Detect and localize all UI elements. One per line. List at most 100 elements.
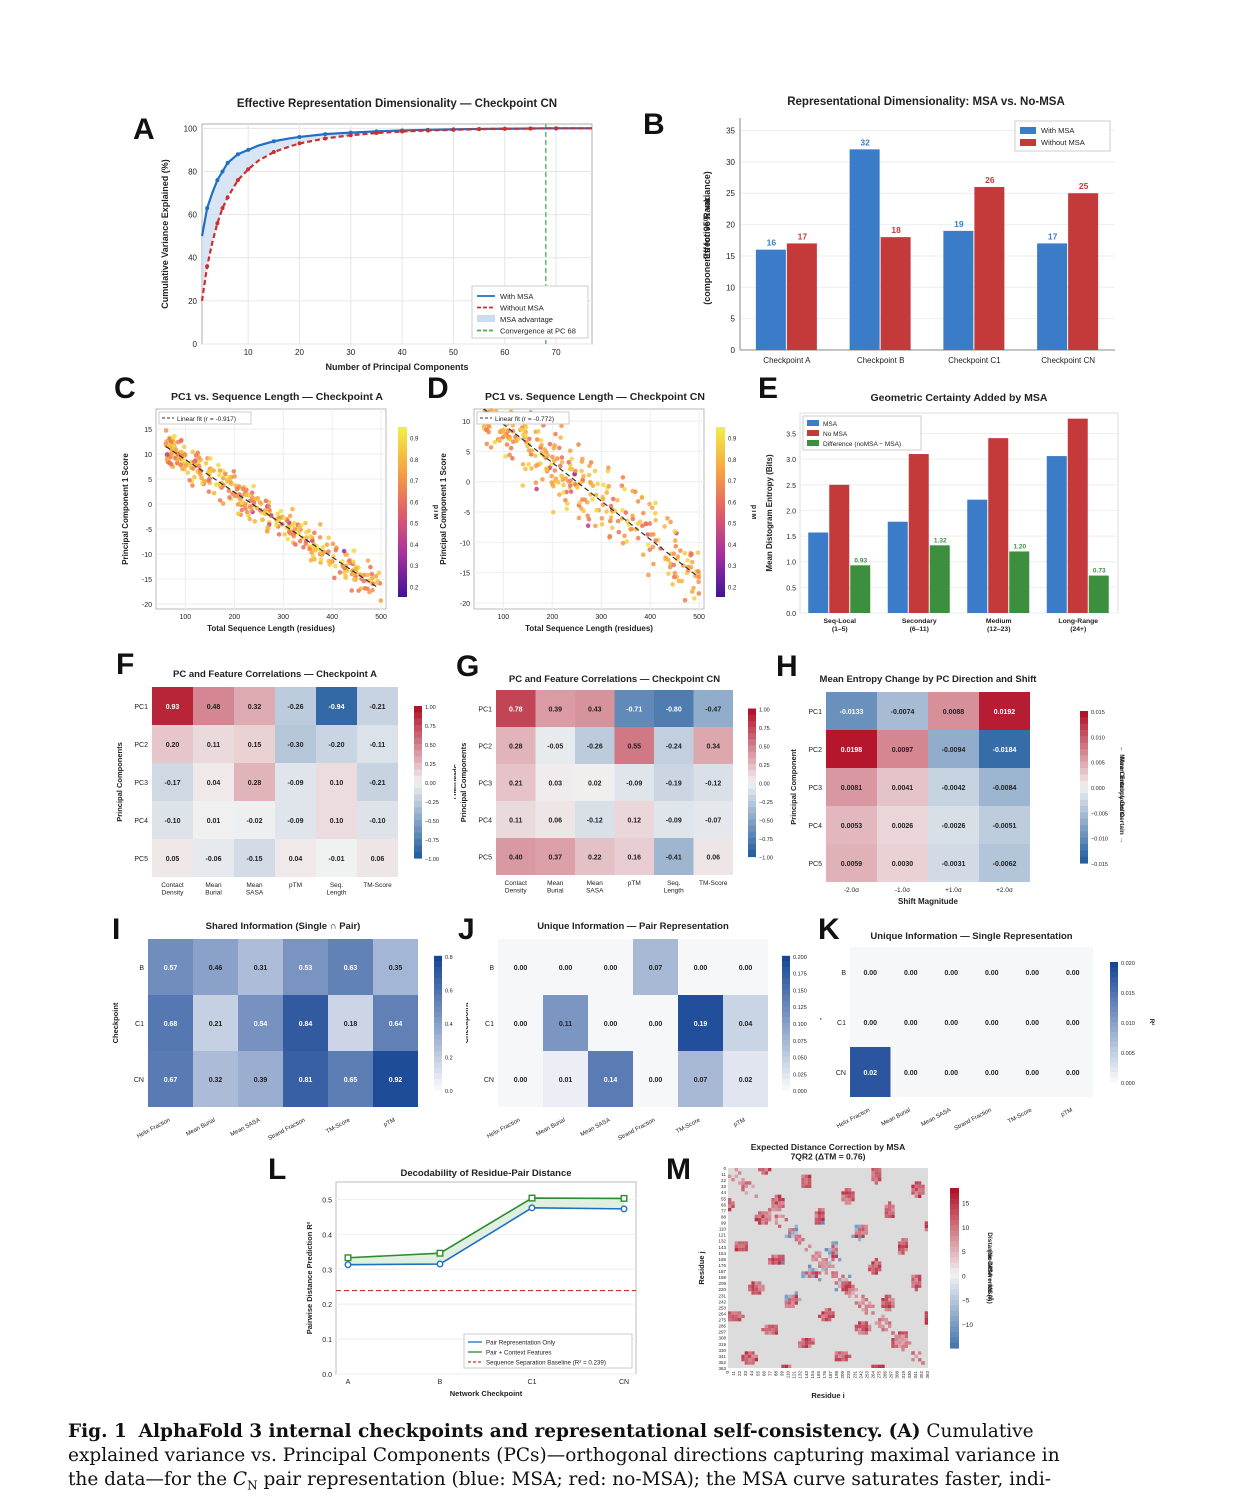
column-label: Seq.: [667, 880, 681, 887]
scatter-point: [569, 456, 574, 462]
legend-label: MSA advantage: [500, 315, 553, 324]
heatmap-cell: [496, 764, 536, 801]
cell-value-label: 0.28: [248, 780, 262, 787]
map-cell: [858, 1238, 862, 1242]
colorbar-tick: 0.6: [410, 500, 419, 506]
map-cell: [828, 1311, 832, 1315]
map-cell: [891, 1301, 895, 1305]
colorbar-segment: [748, 831, 756, 839]
map-cell: [861, 1324, 865, 1328]
cell-value-label: -0.26: [288, 704, 304, 711]
colorbar-segment: [782, 972, 790, 979]
map-cell: [918, 1358, 922, 1362]
bar-value-label: 0.93: [854, 557, 867, 564]
cell-value-label: 0.67: [164, 1077, 178, 1084]
scatter-point: [533, 480, 539, 486]
y-tick-label: 176: [718, 1263, 726, 1268]
heatmap-cell: [633, 1051, 678, 1107]
colorbar-segment: [1110, 1037, 1118, 1043]
map-cell: [814, 1268, 818, 1272]
colorbar-segment: [434, 1039, 442, 1046]
map-cell: [881, 1314, 885, 1318]
map-cell: [874, 1168, 878, 1172]
y-tick-label: 35: [726, 127, 735, 136]
scatter-point: [529, 466, 534, 471]
cell-value-label: -0.21: [370, 704, 386, 711]
chart-title: Unique Information — Pair Representation: [537, 921, 729, 932]
heatmap-cell: [535, 727, 575, 764]
map-cell: [898, 1344, 902, 1348]
map-cell: [758, 1221, 762, 1225]
scatter-point: [164, 456, 170, 462]
cell-value-label: 0.0081: [841, 785, 863, 792]
map-cell: [838, 1284, 842, 1288]
scatter-point: [211, 490, 217, 496]
colorbar-segment: [1110, 987, 1118, 993]
map-cell: [741, 1178, 745, 1182]
colorbar-segment: [748, 733, 756, 740]
map-cell: [828, 1264, 832, 1268]
colorbar: [398, 427, 407, 597]
x-tick-label: 70: [552, 348, 561, 357]
scatter-point: [528, 452, 534, 457]
colorbar-tick: −0.50: [425, 819, 439, 825]
map-cell: [738, 1181, 742, 1185]
y-tick-label: 319: [718, 1342, 726, 1347]
heatmap-cell: [275, 725, 316, 763]
scatter-point: [278, 508, 284, 514]
scatter-point: [216, 462, 221, 468]
scatter-point: [599, 516, 605, 521]
cell-value-label: 0.00: [604, 965, 618, 972]
cell-value-label: -0.12: [705, 781, 721, 788]
map-cell: [848, 1201, 852, 1205]
map-cell: [758, 1288, 762, 1292]
heatmap-cell: [193, 1051, 238, 1107]
map-cell: [891, 1214, 895, 1218]
chart-title: Expected Distance Correction by MSA: [751, 1142, 905, 1152]
colorbar-segment: [748, 801, 756, 808]
colorbar-segment: [782, 1023, 790, 1030]
map-cell: [874, 1364, 878, 1368]
x-tick-label: 275: [877, 1371, 882, 1379]
y-tick-label: 60: [188, 211, 197, 220]
map-cell: [798, 1234, 802, 1238]
heatmap-cell: [931, 1047, 972, 1097]
map-cell: [858, 1331, 862, 1335]
colorbar-segment: [782, 978, 790, 985]
colorbar-segment: [1110, 992, 1118, 998]
map-cell: [814, 1254, 818, 1258]
map-cell: [888, 1301, 892, 1305]
scatter-point: [263, 498, 269, 504]
colorbar-segment: [748, 727, 756, 734]
y-axis-label: Effective Rank: [702, 196, 712, 259]
cell-value-label: 0.14: [604, 1077, 618, 1084]
chart-title: Mean Entropy Change by PC Direction and …: [820, 674, 1038, 685]
scatter-point: [282, 532, 287, 537]
map-cell: [858, 1304, 862, 1308]
map-cell: [818, 1214, 822, 1218]
column-label: Mean Burial: [535, 1117, 566, 1137]
scatter-point: [545, 453, 551, 458]
map-cell: [834, 1248, 838, 1252]
map-cell: [868, 1268, 872, 1272]
map-cell: [868, 1304, 872, 1308]
bar: [1067, 418, 1088, 613]
row-label: C1: [485, 1021, 494, 1028]
colorbar-tick: −0.015: [1091, 862, 1108, 868]
colorbar-segment: [782, 955, 790, 962]
scatter-point: [588, 479, 593, 485]
map-cell: [881, 1364, 885, 1368]
colorbar-segment: [434, 1000, 442, 1007]
map-cell: [824, 1258, 828, 1262]
map-cell: [844, 1351, 848, 1355]
map-cell: [788, 1228, 792, 1232]
chart-a-cumulative-variance: Effective Representation Dimensionality …: [160, 98, 593, 372]
colorbar-segment: [1080, 768, 1088, 775]
y-tick-label: 5: [731, 315, 736, 324]
colorbar-segment: [434, 961, 442, 968]
colorbar-segment: [950, 1273, 959, 1280]
map-cell: [878, 1174, 882, 1178]
colorbar-segment: [782, 1006, 790, 1013]
scatter-point: [255, 495, 260, 501]
scatter-point: [312, 547, 318, 553]
